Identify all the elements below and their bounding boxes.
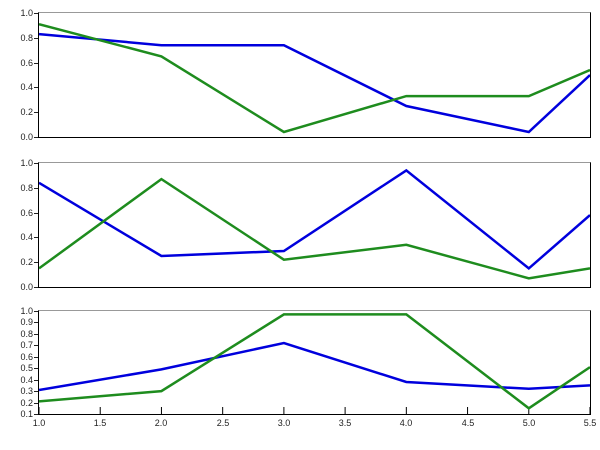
y-tick-label: 0.3 — [20, 386, 33, 396]
plot-area-1 — [39, 22, 590, 134]
y-tick-mark — [34, 357, 38, 358]
y-tick-mark — [34, 137, 38, 138]
y-tick-mark — [34, 63, 38, 64]
x-tick-label: 4.5 — [461, 418, 475, 428]
x-tick-label: 4.0 — [399, 418, 413, 428]
y-tick-mark — [34, 403, 38, 404]
y-tick-mark — [34, 188, 38, 189]
y-tick-label: 0.8 — [20, 183, 33, 193]
line-series-green — [39, 22, 590, 134]
x-tick-label: 5.5 — [583, 418, 597, 428]
y-tick-mark — [34, 112, 38, 113]
x-tick-label: 3.0 — [277, 418, 291, 428]
y-tick-label: 0.7 — [20, 340, 33, 350]
x-tick-label: 2.0 — [154, 418, 168, 428]
x-tick-label: 1.0 — [32, 418, 46, 428]
y-tick-label: 0.2 — [20, 398, 33, 408]
subplot-3 — [38, 310, 591, 415]
line-series-blue — [39, 168, 590, 271]
y-tick-label: 1.0 — [20, 306, 33, 316]
y-tick-mark — [34, 13, 38, 14]
y-tick-mark — [34, 262, 38, 263]
subplot-2 — [38, 162, 591, 288]
subplot-1 — [38, 12, 591, 138]
y-tick-label: 1.0 — [20, 8, 33, 18]
x-tick-label: 2.5 — [216, 418, 230, 428]
y-tick-mark — [34, 163, 38, 164]
y-tick-label: 0.8 — [20, 33, 33, 43]
line-series-blue — [39, 341, 590, 392]
y-tick-mark — [34, 87, 38, 88]
y-tick-label: 0.5 — [20, 363, 33, 373]
y-tick-label: 0.0 — [20, 132, 33, 142]
y-tick-label: 1.0 — [20, 158, 33, 168]
plot-area-2 — [39, 168, 590, 280]
line-series-green — [39, 177, 590, 280]
y-tick-label: 0.1 — [20, 409, 33, 419]
y-tick-label: 0.9 — [20, 317, 33, 327]
y-tick-mark — [34, 213, 38, 214]
x-tick-label: 3.5 — [338, 418, 352, 428]
y-tick-label: 0.6 — [20, 352, 33, 362]
line-series-green — [39, 313, 590, 410]
y-tick-label: 0.2 — [20, 107, 33, 117]
y-tick-mark — [34, 237, 38, 238]
y-tick-mark — [34, 334, 38, 335]
y-tick-label: 0.6 — [20, 208, 33, 218]
x-tick-label: 5.0 — [522, 418, 536, 428]
x-tick-label: 1.5 — [93, 418, 107, 428]
plot-area-3 — [39, 313, 590, 414]
y-tick-label: 0.6 — [20, 58, 33, 68]
y-tick-mark — [34, 345, 38, 346]
y-tick-mark — [34, 368, 38, 369]
y-tick-label: 0.0 — [20, 282, 33, 292]
y-tick-label: 0.4 — [20, 375, 33, 385]
y-tick-mark — [34, 287, 38, 288]
y-tick-mark — [34, 311, 38, 312]
y-tick-mark — [34, 391, 38, 392]
y-tick-label: 0.2 — [20, 257, 33, 267]
y-tick-mark — [34, 414, 38, 415]
y-tick-label: 0.4 — [20, 82, 33, 92]
y-tick-label: 0.4 — [20, 232, 33, 242]
y-tick-mark — [34, 322, 38, 323]
y-tick-mark — [34, 380, 38, 381]
y-tick-label: 0.8 — [20, 329, 33, 339]
line-series-blue — [39, 32, 590, 134]
y-tick-mark — [34, 38, 38, 39]
